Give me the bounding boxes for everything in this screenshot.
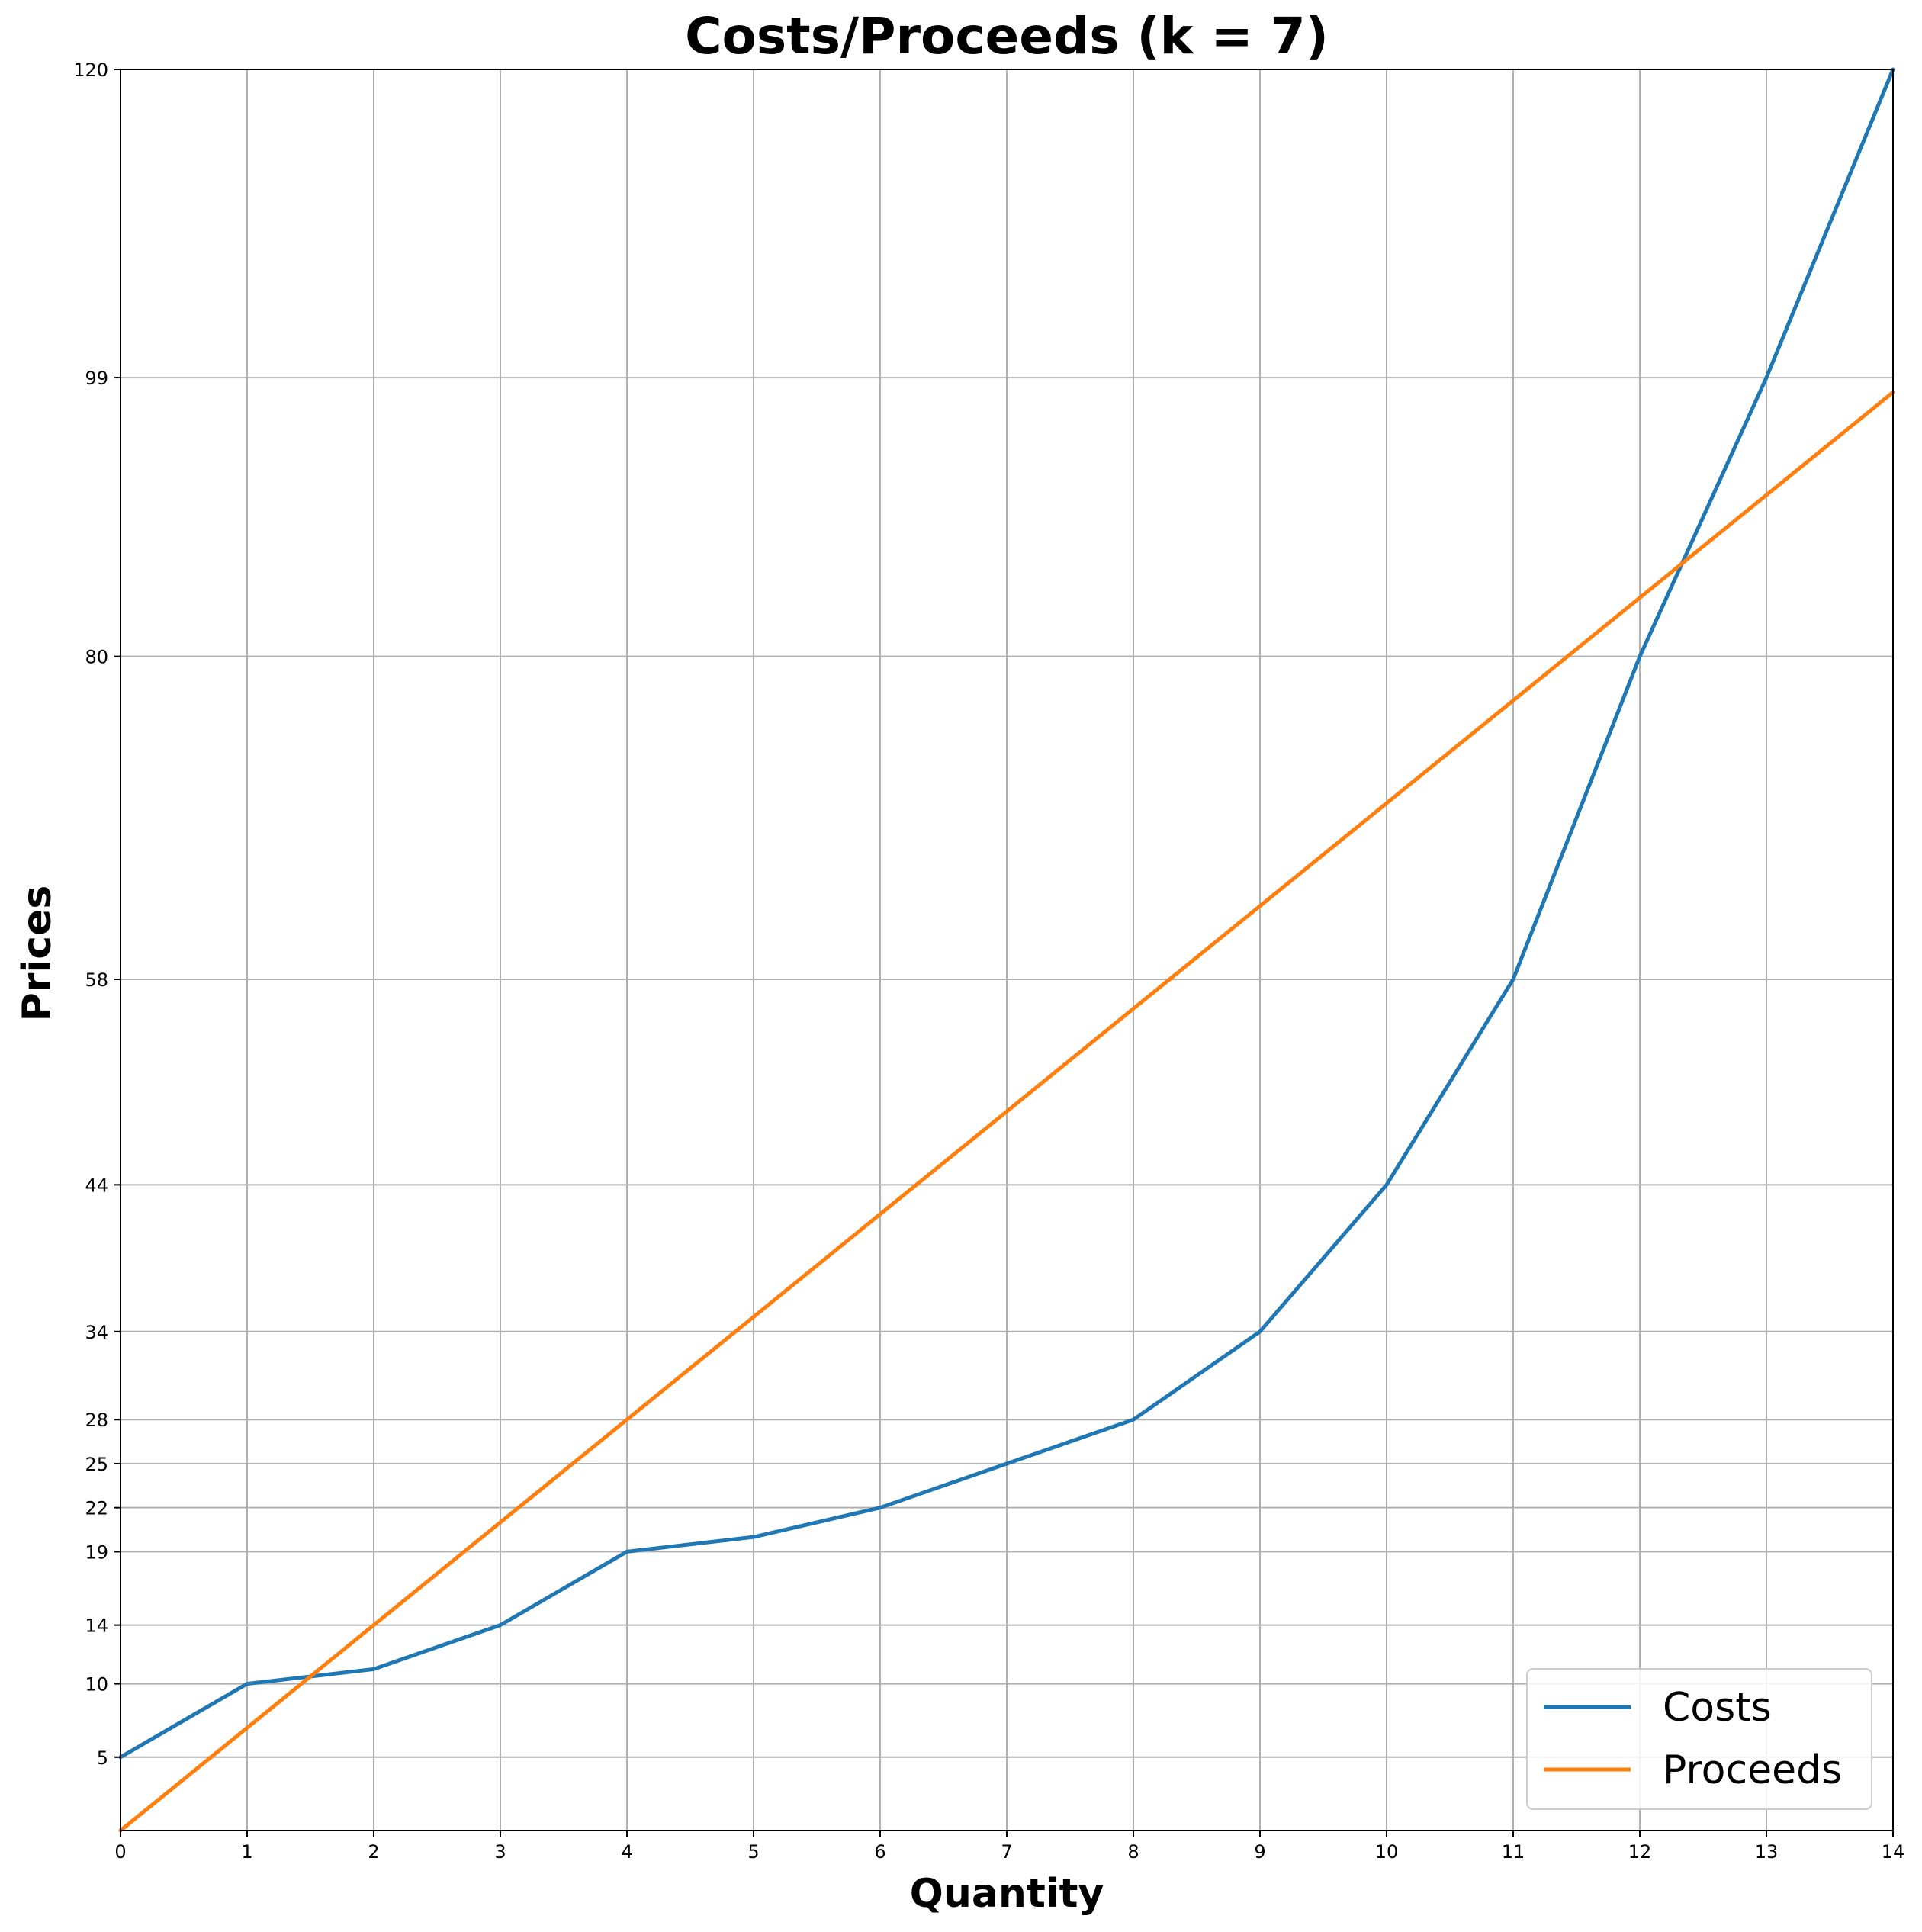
legend: Costs Proceeds [1526, 1668, 1872, 1810]
y-axis-label: Prices [14, 886, 60, 1022]
legend-label: Costs [1663, 1685, 1772, 1731]
x-tick-label: 4 [621, 1841, 632, 1863]
x-tick-label: 2 [368, 1841, 379, 1863]
y-tick-label: 58 [85, 969, 108, 991]
y-tick-label: 99 [85, 368, 108, 389]
x-tick-label: 3 [494, 1841, 506, 1863]
legend-box [1526, 1668, 1872, 1810]
x-tick-label: 6 [874, 1841, 885, 1863]
x-tick-label: 0 [114, 1841, 126, 1863]
x-tick-label: 9 [1254, 1841, 1265, 1863]
y-tick-label: 10 [85, 1674, 108, 1696]
x-tick-label: 7 [1001, 1841, 1012, 1863]
series-line-proceeds [118, 390, 1895, 1833]
y-tick-label: 120 [73, 59, 108, 81]
grid [120, 69, 1894, 1831]
series-line-costs [118, 67, 1895, 1760]
chart-title: Costs/Proceeds (k = 7) [685, 7, 1329, 66]
y-tick-label: 44 [85, 1175, 108, 1196]
plot-series [118, 67, 1895, 1833]
x-tick-label: 1 [241, 1841, 252, 1863]
y-tick-label: 5 [97, 1747, 108, 1769]
x-axis-label: Quantity [910, 1871, 1104, 1917]
y-tick-label: 25 [85, 1454, 108, 1475]
axis-ticks: 0 1 2 3 4 5 6 7 8 9 10 11 12 13 1451014192225283444588… [73, 59, 1904, 1863]
x-tick-label: 5 [747, 1841, 759, 1863]
y-tick-label: 22 [85, 1498, 108, 1519]
x-tick-label: 12 [1628, 1841, 1652, 1863]
x-tick-label: 13 [1755, 1841, 1779, 1863]
x-tick-label: 11 [1502, 1841, 1525, 1863]
y-tick-label: 14 [85, 1615, 108, 1637]
x-tick-label: 10 [1375, 1841, 1399, 1863]
y-tick-label: 80 [85, 647, 108, 668]
y-tick-label: 28 [85, 1410, 108, 1431]
y-tick-label: 34 [85, 1322, 108, 1343]
x-tick-label: 8 [1127, 1841, 1139, 1863]
legend-label: Proceeds [1663, 1747, 1842, 1793]
x-tick-label: 14 [1882, 1841, 1905, 1863]
y-tick-label: 19 [85, 1541, 108, 1563]
